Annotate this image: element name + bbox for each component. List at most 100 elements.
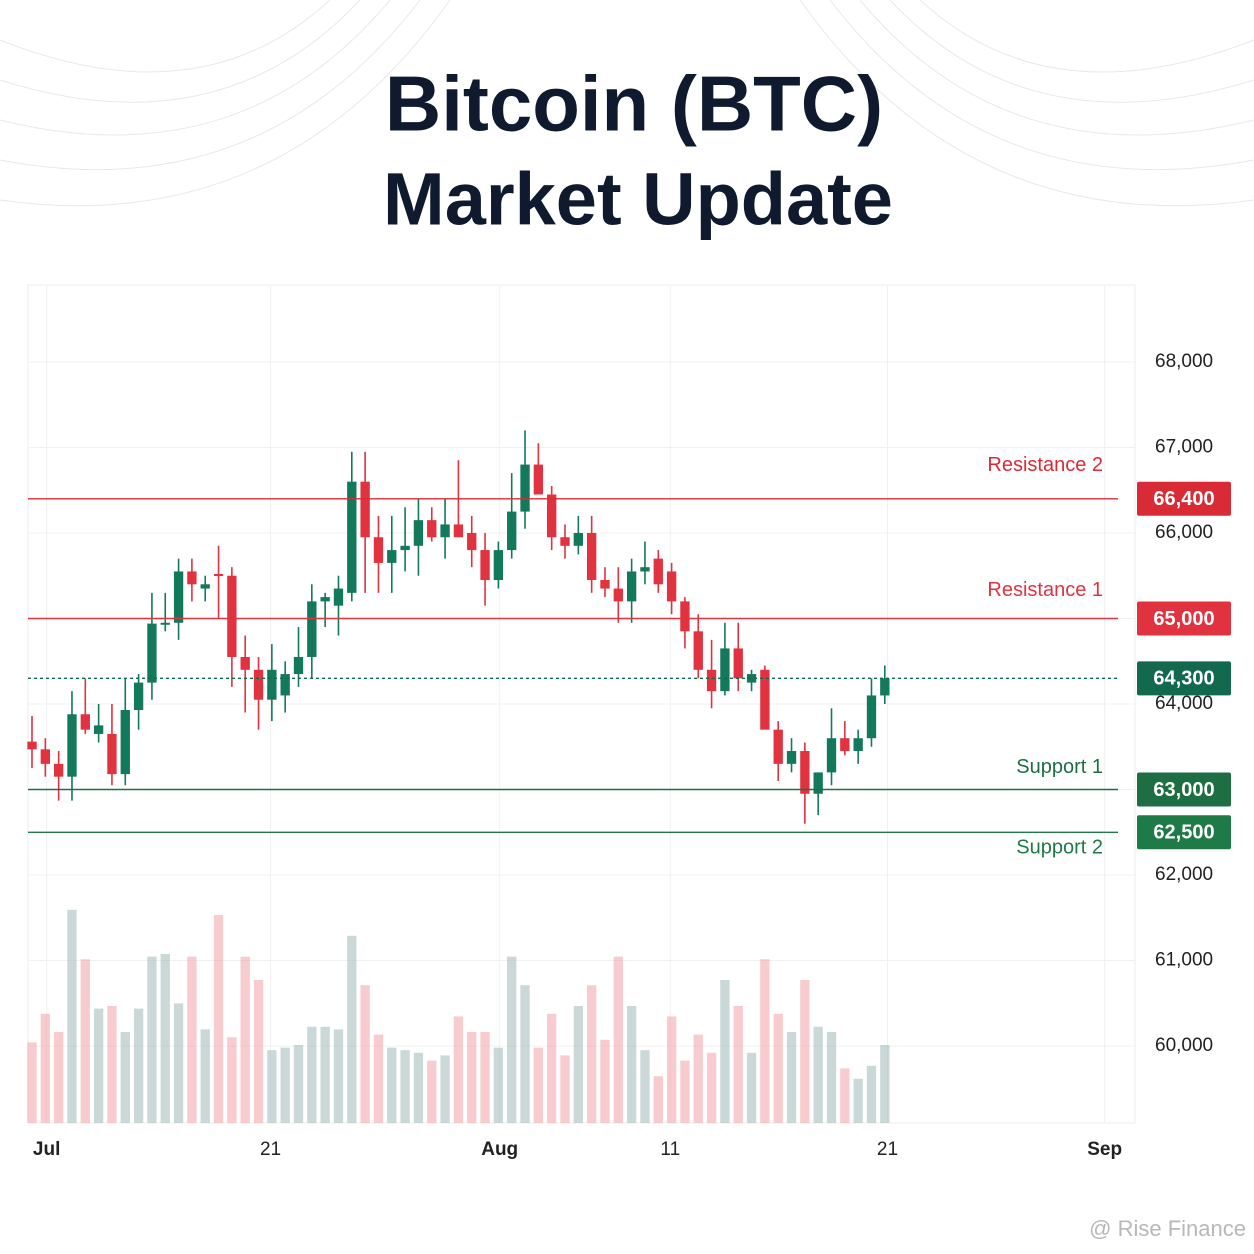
- candle-body: [427, 520, 437, 538]
- volume-bar: [267, 1050, 277, 1123]
- candle-body: [160, 622, 170, 625]
- candle-body: [320, 597, 330, 602]
- candle-body: [107, 733, 117, 775]
- volume-bar: [493, 1047, 504, 1123]
- y-tick-label: 66,000: [1155, 522, 1213, 543]
- candle-body: [213, 574, 224, 577]
- volume-bar: [653, 1076, 663, 1123]
- candle-body: [720, 648, 730, 692]
- volume-bar: [600, 1039, 610, 1123]
- level-badge: [1137, 661, 1231, 696]
- candle-body: [853, 738, 863, 752]
- level-name: Resistance 2: [987, 454, 1103, 476]
- candle-body: [227, 575, 237, 657]
- volume-bar: [706, 1052, 717, 1123]
- level-badge: [1137, 601, 1231, 636]
- candle-body: [467, 532, 477, 551]
- volume-bar: [413, 1052, 424, 1123]
- volume-bar: [773, 1013, 783, 1123]
- volume-bar: [427, 1060, 437, 1123]
- volume-bar: [880, 1045, 890, 1123]
- candle-body: [147, 623, 157, 683]
- candle-body: [746, 674, 757, 683]
- candle-body: [480, 550, 490, 581]
- candle-body: [773, 729, 783, 764]
- candle-body: [173, 571, 184, 623]
- candle-body: [187, 571, 197, 585]
- candle-body: [680, 601, 690, 632]
- candle-body: [840, 738, 850, 752]
- y-tick-label: 60,000: [1155, 1035, 1213, 1056]
- candle-body: [586, 532, 597, 581]
- volume-bar: [253, 980, 264, 1123]
- candle-body: [880, 678, 890, 696]
- candle-body: [600, 580, 610, 589]
- level-badge: [1137, 772, 1231, 807]
- volume-bar: [347, 935, 357, 1123]
- chart-title: Bitcoin (BTC): [385, 60, 883, 148]
- candle-body: [573, 532, 583, 546]
- candle-body: [706, 669, 717, 692]
- volume-bar: [80, 959, 90, 1123]
- x-tick-label: Aug: [481, 1139, 518, 1160]
- volume-bar: [453, 1016, 464, 1123]
- level-badge-label: 66,400: [1153, 488, 1214, 510]
- volume-bar: [187, 956, 197, 1123]
- volume-bar: [200, 1029, 210, 1123]
- volume-bar: [293, 1045, 304, 1123]
- candle-body: [666, 571, 677, 602]
- volume-bar: [586, 985, 597, 1123]
- candle-body: [613, 588, 623, 602]
- volume-bar: [27, 1042, 37, 1123]
- level-badge: [1137, 815, 1231, 850]
- level-badge-label: 63,000: [1153, 779, 1214, 801]
- candle-body: [826, 738, 837, 773]
- level-badge-label: 64,300: [1153, 668, 1214, 690]
- candle-body: [27, 741, 37, 750]
- candle-body: [347, 481, 357, 593]
- volume-bar: [866, 1065, 877, 1123]
- candle-body: [507, 511, 517, 551]
- volume-bar: [786, 1032, 797, 1123]
- volume-bar: [240, 956, 250, 1123]
- candle-body: [93, 725, 104, 734]
- volume-bar: [746, 1052, 757, 1123]
- volume-bar: [467, 1032, 477, 1123]
- volume-bar: [227, 1037, 237, 1123]
- y-tick-label: 61,000: [1155, 950, 1213, 971]
- volume-bar: [760, 959, 770, 1123]
- y-tick-label: 67,000: [1155, 436, 1213, 457]
- volume-bar: [507, 956, 517, 1123]
- volume-bar: [307, 1026, 317, 1123]
- candle-body: [67, 714, 77, 777]
- volume-bar: [373, 1034, 384, 1123]
- volume-bar: [387, 1047, 397, 1123]
- candle-body: [640, 567, 650, 572]
- volume-bar: [40, 1013, 50, 1123]
- candle-body: [866, 695, 877, 739]
- chart-subtitle: Market Update: [383, 158, 893, 241]
- volume-bar: [560, 1055, 570, 1123]
- volume-bar: [213, 915, 224, 1123]
- candle-body: [453, 524, 464, 538]
- volume-bar: [800, 980, 810, 1123]
- volume-bar: [67, 909, 77, 1123]
- volume-bar: [693, 1034, 703, 1123]
- volume-bar: [813, 1026, 823, 1123]
- candle-body: [626, 571, 637, 602]
- x-tick-label: Sep: [1087, 1139, 1122, 1160]
- volume-bar: [720, 980, 730, 1123]
- volume-bar: [680, 1060, 690, 1123]
- candle-body: [120, 709, 130, 775]
- volume-bar: [107, 1006, 117, 1123]
- watermark: @ Rise Finance: [1089, 1216, 1246, 1241]
- candle-body: [813, 772, 823, 794]
- volume-bar: [53, 1032, 64, 1123]
- x-tick-label: 21: [877, 1139, 898, 1160]
- volume-bar: [626, 1006, 637, 1123]
- candle-body: [413, 520, 424, 546]
- candle-body: [280, 674, 290, 696]
- volume-bar: [120, 1032, 130, 1123]
- decoration: [0, 0, 1254, 207]
- candle-body: [400, 545, 410, 551]
